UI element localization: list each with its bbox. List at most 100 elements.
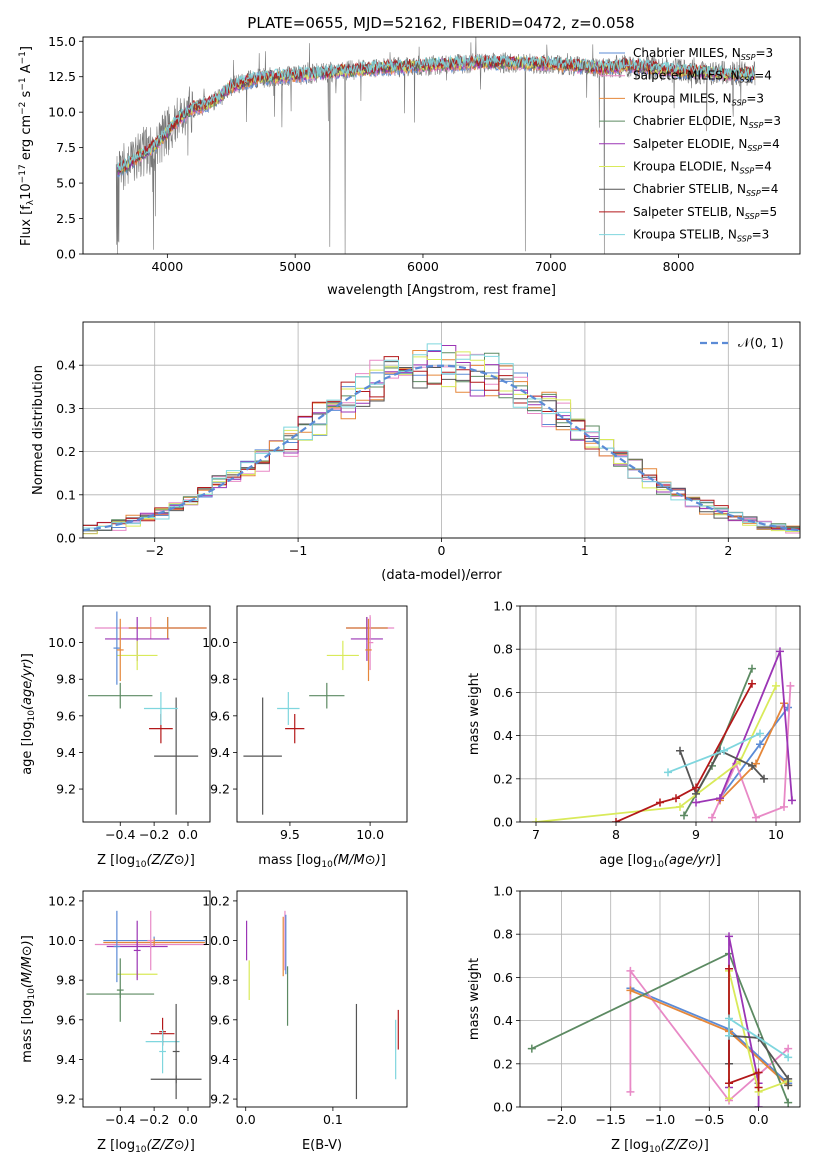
x-tick-label: 10.0 [356,827,384,842]
weight-marker-kroupa-stelib [725,1031,734,1040]
legend-label-salpeter-miles: Salpeter MILES, NSSP=4 [633,69,772,85]
y-tick-label: 15.0 [48,34,76,49]
label-part: ] [190,853,195,868]
weight-marker-salpeter-stelib [725,964,734,973]
panel-age-vs-Z: −0.4 −0.2 0.09.29.49.69.810.0Z [log10(Z/Z⊙… [20,605,211,870]
legend-label-salpeter-stelib: Salpeter STELIB, NSSP=5 [633,205,777,221]
x-tick-label: −2.0 [546,1112,576,1127]
legend-text: Salpeter STELIB, N [633,205,745,219]
weight-marker-kroupa-elodie [532,818,540,822]
y-tick-label: 10.0 [48,105,76,120]
legend-tail: =4 [762,137,780,151]
legend-label-chabrier-stelib: Chabrier STELIB, NSSP=4 [633,182,778,198]
axes-frame [82,605,211,823]
x-tick-label: 0.0 [236,1112,256,1127]
residual-x-label: (data-model)/error [381,568,502,583]
label-part: 10 [652,860,664,870]
weight-marker-salpeter-stelib [754,1083,763,1092]
x-tick-label: −0.2 [139,1112,169,1127]
panel-mass-vs-Z: −0.4 −0.2 0.09.29.49.69.810.010.2Z [log10(… [20,890,211,1155]
label-part: 10 [27,988,37,1000]
weight-marker-salpeter-stelib [672,794,680,803]
y-tick-label: 0.4 [493,728,513,743]
weight-marker-salpeter-stelib [754,1068,763,1077]
legend-tail: =3 [752,228,770,242]
plot-area-age-vs-mass [243,615,395,815]
weight-marker-salpeter-stelib [692,783,700,792]
label-part: −1 [18,51,28,64]
label-part: 10 [19,183,34,200]
age-vs-mass-x-label: mass [log10(M/M⊙)] [258,853,386,870]
legend-text: Chabrier STELIB, N [633,182,746,196]
legend-tail: =4 [754,69,772,83]
legend-sub: SSP [745,212,760,221]
weight-marker-salpeter-miles [786,681,795,690]
legend-label-chabrier-miles: Chabrier MILES, NSSP=3 [633,46,773,62]
label-part: ] [19,46,34,51]
x-tick-label: 0.0 [749,1112,769,1127]
y-tick-label: 9.2 [56,782,76,797]
x-tick-label: 8 [612,827,620,842]
x-tick-label: −1 [289,543,307,558]
y-tick-label: 9.4 [210,745,230,760]
axes-frame [519,890,801,1108]
plot-area-mass-vs-Z [86,910,207,1100]
legend-tail: =4 [754,160,772,174]
weight-marker-salpeter-stelib [656,798,664,807]
weight-marker-salpeter-miles [626,966,635,975]
x-tick-label: 6000 [407,259,439,274]
y-tick-label: 9.8 [56,973,76,988]
legend-label-kroupa-elodie: Kroupa ELODIE, NSSP=4 [633,160,772,176]
label-part: (Z/Z⊙) [147,853,190,868]
y-tick-label: 10.2 [48,893,76,908]
legend-tail: =3 [746,91,764,105]
label-part: −2 [18,102,28,115]
x-tick-label: −0.4 [105,827,135,842]
legend-label-normal: 𝒩(0, 1) [738,335,784,350]
y-tick-label: 10.0 [48,635,76,650]
y-tick-label: 9.4 [56,1052,76,1067]
legend-sub: SSP [749,121,764,130]
y-tick-label: 9.2 [210,1092,230,1107]
x-tick-label: 2 [724,543,732,558]
label-part: (M/M⊙) [333,853,381,868]
x-tick-label: −0.5 [694,1112,724,1127]
x-tick-label: 7000 [535,259,567,274]
legend-text: Chabrier ELODIE, N [633,114,749,128]
y-tick-label: 0.2 [493,771,513,786]
label-part: −17 [18,164,28,183]
label-part: mass [log [20,1000,35,1063]
weight-marker-salpeter-elodie [692,798,700,807]
y-tick-label: 9.6 [210,708,230,723]
legend-tail: =5 [759,205,777,219]
plot-area-spectrum [115,37,756,254]
legend-text: Salpeter ELODIE, N [633,137,747,151]
y-tick-label: 9.2 [210,782,230,797]
weight-marker-salpeter-miles [752,813,760,822]
y-tick-label: 0.8 [493,642,513,657]
label-part: 10 [321,860,333,870]
y-tick-label: 0.0 [56,531,76,546]
x-tick-label: 9.5 [280,827,300,842]
label-part: age [log [20,722,35,775]
y-tick-label: 9.8 [56,672,76,687]
weight-marker-salpeter-elodie [788,796,796,805]
label-part: A [19,64,34,77]
y-tick-label: 9.6 [56,708,76,723]
weight-marker-kroupa-stelib [756,729,764,738]
plot-area-weight-vs-age [532,647,796,822]
label-part: (age/yr) [20,658,35,710]
weight-marker-chabrier-stelib [676,746,684,755]
label-part: ] [704,1138,709,1153]
x-tick-label: −1.0 [645,1112,675,1127]
legend-label-chabrier-elodie: Chabrier ELODIE, NSSP=3 [633,114,781,130]
x-tick-label: 0.0 [178,1112,198,1127]
x-tick-label: 10 [768,827,784,842]
y-tick-label: 0.6 [493,685,513,700]
weight-marker-salpeter-miles [784,1044,793,1053]
y-tick-label: 9.6 [210,1012,230,1027]
y-tick-label: 0.0 [56,247,76,262]
x-tick-label: −2 [145,543,163,558]
figure-title: PLATE=0655, MJD=52162, FIBERID=0472, z=0… [247,14,634,32]
